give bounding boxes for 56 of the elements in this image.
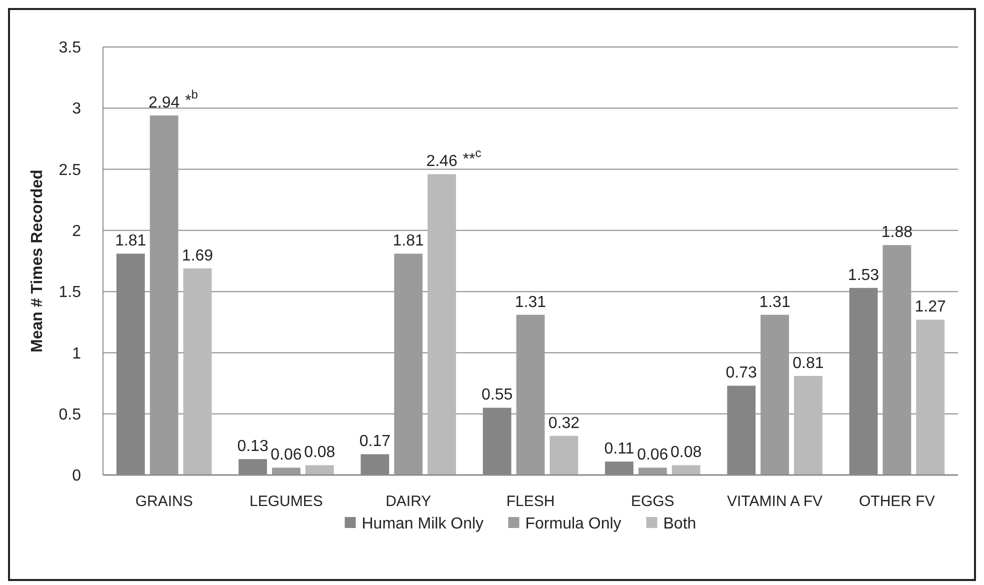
- data-label: 0.13: [237, 438, 268, 456]
- data-label: 2.94: [148, 94, 180, 112]
- data-label: 0.73: [726, 364, 758, 382]
- data-label: 1.81: [115, 232, 146, 250]
- legend-label: Formula Only: [525, 516, 622, 533]
- x-tick-label: DAIRY: [386, 493, 432, 510]
- y-tick-label: 3.5: [58, 40, 82, 57]
- bar: [272, 468, 300, 475]
- bar: [428, 174, 456, 475]
- bar: [882, 245, 912, 475]
- bar: [150, 115, 178, 475]
- bar: [672, 465, 700, 475]
- x-tick-label: EGGS: [630, 493, 674, 510]
- legend-label: Both: [663, 516, 696, 533]
- x-tick-label: LEGUMES: [250, 493, 323, 510]
- data-label: 0.17: [359, 433, 391, 450]
- bar: [794, 376, 822, 475]
- y-tick-label: 0: [72, 468, 82, 485]
- y-tick-label: 3: [72, 100, 82, 118]
- data-label: 2.46: [426, 153, 458, 170]
- bar: [550, 436, 578, 475]
- data-label: 1.88: [881, 224, 913, 242]
- data-label: 1.27: [914, 298, 946, 316]
- data-label: 0.11: [604, 440, 634, 458]
- bar: [516, 314, 545, 475]
- legend-label: Human Milk Only: [362, 516, 484, 533]
- data-label: 0.08: [304, 444, 336, 462]
- data-label: 0.81: [792, 354, 824, 372]
- y-tick-label: 1: [72, 345, 82, 362]
- bar: [305, 465, 334, 475]
- data-label: 1.31: [759, 294, 790, 311]
- y-tick-label: 0.5: [58, 406, 82, 424]
- data-label: 1.31: [514, 294, 546, 311]
- bar: [916, 320, 945, 475]
- y-tick-label: 2: [72, 223, 82, 240]
- x-tick-label: FLESH: [506, 493, 555, 510]
- y-tick-label: 1.5: [58, 284, 82, 302]
- x-tick-label: OTHER FV: [859, 493, 935, 510]
- data-label: 0.08: [670, 444, 702, 462]
- data-label: 0.55: [482, 386, 513, 404]
- bar: [183, 268, 212, 475]
- data-label: 1.53: [848, 266, 880, 284]
- bar: [394, 254, 423, 475]
- x-tick-label: GRAINS: [135, 493, 193, 510]
- x-tick-label: VITAMIN A FV: [726, 493, 823, 510]
- bar: [760, 314, 789, 475]
- data-label: 0.06: [637, 446, 668, 464]
- data-label: 1.69: [182, 247, 214, 264]
- annotation: **$^{c}$: [462, 146, 482, 168]
- y-axis-title: Mean # Times Recorded: [29, 170, 46, 352]
- bar: [638, 468, 667, 475]
- data-label: 0.06: [270, 446, 302, 464]
- data-label: 1.81: [392, 232, 424, 250]
- data-label: 0.32: [548, 414, 580, 432]
- annotation: *$^{b}$: [185, 87, 198, 110]
- y-tick-label: 2.5: [58, 162, 82, 179]
